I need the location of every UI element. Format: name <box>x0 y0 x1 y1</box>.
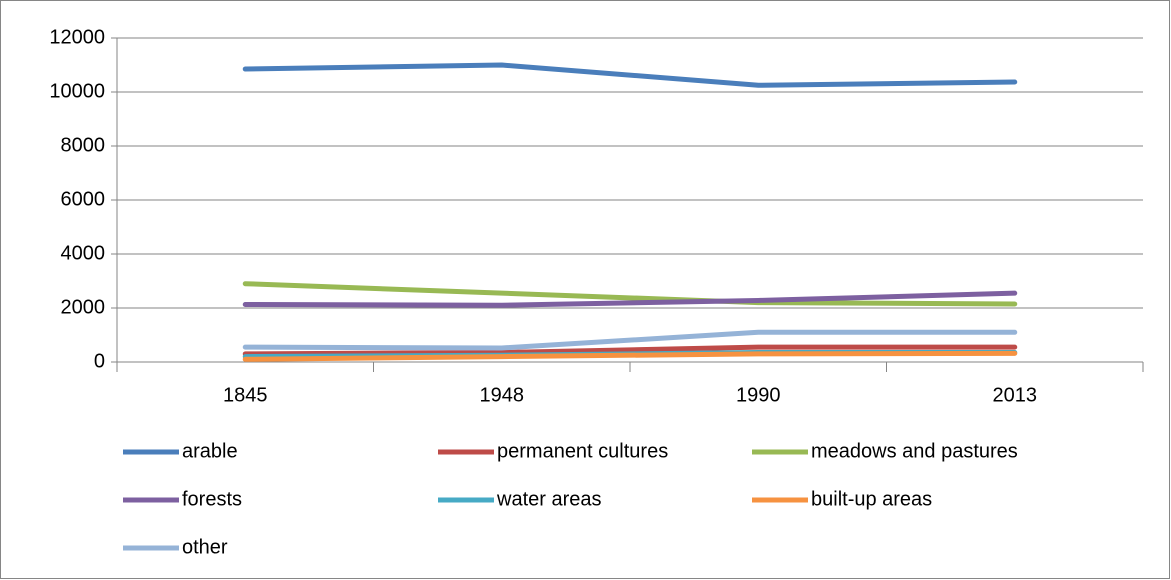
y-tick-label: 6000 <box>61 188 106 210</box>
y-tick-label: 0 <box>94 350 105 372</box>
series-line <box>242 329 1018 351</box>
y-tick-label: 2000 <box>61 296 106 318</box>
y-tick-label: 8000 <box>61 134 106 156</box>
x-tick-label: 1948 <box>480 384 525 406</box>
legend-label: forests <box>182 488 242 510</box>
legend-label: built-up areas <box>811 488 932 510</box>
series-line <box>242 350 1018 362</box>
x-tick-label: 1990 <box>736 384 781 406</box>
x-tick-label: 2013 <box>993 384 1038 406</box>
series-line <box>242 290 1018 308</box>
series-line <box>242 344 1018 357</box>
x-tick-label: 1845 <box>223 384 268 406</box>
y-tick-label: 12000 <box>49 26 105 48</box>
series-line <box>242 281 1018 307</box>
legend-label: arable <box>182 440 238 462</box>
legend-label: water areas <box>496 488 602 510</box>
legend-label: permanent cultures <box>497 440 668 462</box>
legend-label: other <box>182 536 228 558</box>
y-tick-label: 10000 <box>49 80 105 102</box>
legend-label: meadows and pastures <box>811 440 1018 462</box>
series-line <box>242 62 1018 88</box>
y-tick-label: 4000 <box>61 242 106 264</box>
